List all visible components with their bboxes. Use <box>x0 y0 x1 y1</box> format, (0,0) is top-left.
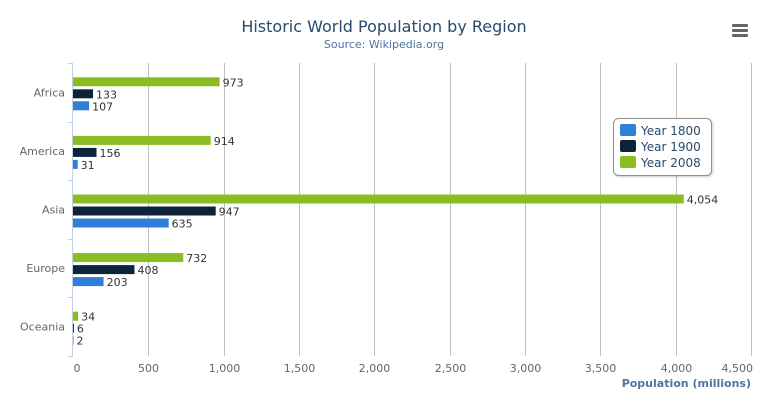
data-label: 156 <box>100 147 121 160</box>
category-labels: Africa America Asia Europe Oceania <box>20 86 66 333</box>
category-label: Oceania <box>20 321 65 334</box>
data-label: 973 <box>223 76 244 89</box>
data-label: 34 <box>81 311 95 324</box>
category-label: Europe <box>26 262 65 275</box>
bar-year-1800-oceania[interactable] <box>73 335 74 345</box>
bar-year-2008-asia[interactable] <box>73 194 684 204</box>
legend-swatch <box>620 140 636 152</box>
hamburger-menu-icon[interactable] <box>732 24 748 37</box>
bar-year-1800-asia[interactable] <box>73 218 169 228</box>
data-label: 203 <box>107 276 128 289</box>
bar-year-2008-oceania[interactable] <box>73 311 79 321</box>
value-axis-title: Population (millions) <box>622 377 751 390</box>
tick-label: 2,000 <box>359 362 391 375</box>
tick-label: 0 <box>74 362 81 375</box>
tick-label: 4,500 <box>722 362 754 375</box>
legend-label: Year 2008 <box>640 156 701 170</box>
tick-label: 500 <box>138 362 159 375</box>
bar-year-1900-asia[interactable] <box>73 206 216 216</box>
tick-label: 3,500 <box>585 362 617 375</box>
tick-labels: 0 500 1,000 1,500 2,000 2,500 3,000 3,500 4,000 4… <box>74 362 754 375</box>
bar-year-1900-africa[interactable] <box>73 89 94 99</box>
data-label: 947 <box>219 206 240 219</box>
bar-year-1900-oceania[interactable] <box>73 323 74 333</box>
chart-title: Historic World Population by Region <box>241 17 526 36</box>
legend-label: Year 1900 <box>640 140 701 154</box>
tick-label: 3,000 <box>510 362 542 375</box>
bar-year-1900-europe[interactable] <box>73 265 135 275</box>
data-label: 31 <box>81 159 95 172</box>
legend-swatch <box>620 124 636 136</box>
data-label: 133 <box>96 88 117 101</box>
bar-year-2008-america[interactable] <box>73 135 211 145</box>
tick-label: 2,500 <box>435 362 467 375</box>
data-label: 914 <box>214 135 235 148</box>
gridlines <box>68 63 752 357</box>
category-label: Asia <box>42 204 65 217</box>
data-label: 6 <box>77 323 84 336</box>
data-label: 107 <box>92 100 113 113</box>
data-label: 2 <box>77 335 84 348</box>
chart-subtitle: Source: Wikipedia.org <box>324 38 444 51</box>
category-label: Africa <box>34 86 65 99</box>
bar-year-1800-africa[interactable] <box>73 101 90 111</box>
data-label: 732 <box>186 252 207 265</box>
legend-item-year-1900[interactable]: Year 1900 <box>620 140 701 154</box>
category-label: America <box>20 145 65 158</box>
legend-label: Year 1800 <box>640 124 701 138</box>
legend-item-year-2008[interactable]: Year 2008 <box>620 156 701 170</box>
bar-year-1800-europe[interactable] <box>73 277 104 287</box>
bar-year-2008-africa[interactable] <box>73 77 220 87</box>
data-label: 4,054 <box>687 194 719 207</box>
bar-year-2008-europe[interactable] <box>73 253 184 263</box>
data-label: 635 <box>172 218 193 231</box>
bar-year-1900-america[interactable] <box>73 147 97 157</box>
legend-box <box>613 118 712 176</box>
data-label: 408 <box>137 264 158 277</box>
legend-swatch <box>620 156 636 168</box>
tick-label: 4,000 <box>661 362 693 375</box>
bar-year-1800-america[interactable] <box>73 159 78 169</box>
tick-label: 1,500 <box>284 362 316 375</box>
tick-label: 1,000 <box>209 362 241 375</box>
legend[interactable]: Year 1800 Year 1900 Year 2008 <box>613 118 712 176</box>
legend-item-year-1800[interactable]: Year 1800 <box>620 124 701 138</box>
